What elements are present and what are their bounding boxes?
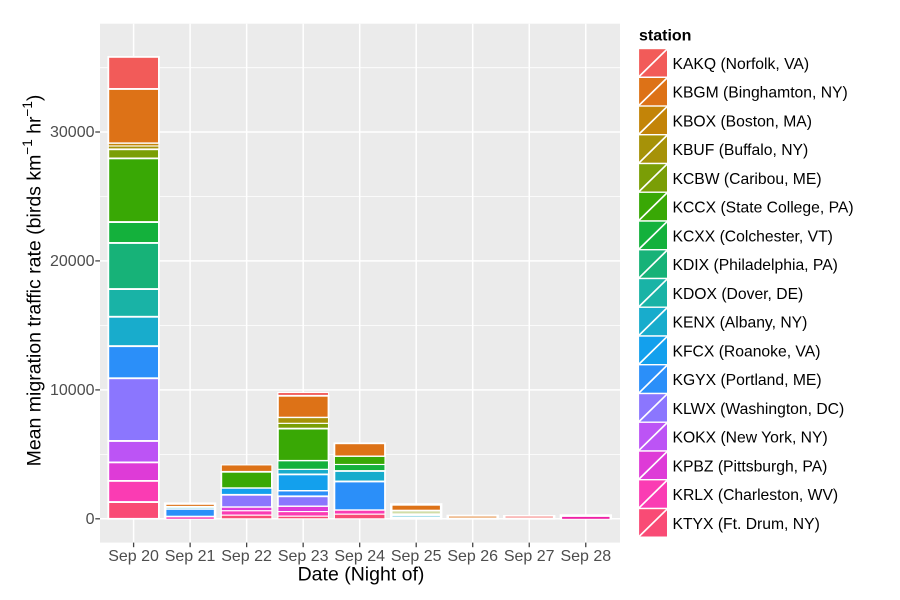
svg-text:20000: 20000 (50, 253, 95, 270)
svg-text:Sep 28: Sep 28 (560, 548, 611, 565)
svg-text:KDIX (Philadelphia, PA): KDIX (Philadelphia, PA) (673, 257, 838, 274)
svg-text:Sep 21: Sep 21 (165, 548, 216, 565)
svg-text:0: 0 (86, 511, 95, 528)
svg-text:KCXX (Colchester, VT): KCXX (Colchester, VT) (673, 228, 833, 245)
svg-text:30000: 30000 (50, 124, 95, 141)
svg-text:KAKQ (Norfolk, VA): KAKQ (Norfolk, VA) (673, 56, 810, 73)
svg-text:KDOX (Dover, DE): KDOX (Dover, DE) (673, 286, 804, 303)
svg-text:10000: 10000 (50, 382, 95, 399)
svg-text:Sep 20: Sep 20 (108, 548, 159, 565)
svg-text:Sep 26: Sep 26 (447, 548, 498, 565)
svg-text:Sep 27: Sep 27 (504, 548, 555, 565)
svg-text:station: station (639, 28, 691, 45)
svg-text:KENX (Albany, NY): KENX (Albany, NY) (673, 315, 808, 332)
svg-text:KBOX (Boston, MA): KBOX (Boston, MA) (673, 114, 813, 131)
svg-text:KBUF (Buffalo, NY): KBUF (Buffalo, NY) (673, 142, 809, 159)
svg-text:Sep 23: Sep 23 (278, 548, 329, 565)
svg-text:KCCX (State College, PA): KCCX (State College, PA) (673, 200, 854, 217)
svg-text:Mean migration traffic rate (b: Mean migration traffic rate (birds km−1 … (20, 95, 46, 467)
svg-text:Sep 22: Sep 22 (221, 548, 272, 565)
svg-text:KCBW (Caribou, ME): KCBW (Caribou, ME) (673, 171, 822, 188)
svg-text:KBGM (Binghamton, NY): KBGM (Binghamton, NY) (673, 85, 848, 102)
svg-text:KFCX (Roanoke, VA): KFCX (Roanoke, VA) (673, 343, 821, 360)
svg-text:Date (Night of): Date (Night of) (298, 564, 425, 586)
svg-text:KOKX (New York, NY): KOKX (New York, NY) (673, 430, 828, 447)
svg-text:KTYX (Ft. Drum, NY): KTYX (Ft. Drum, NY) (673, 516, 820, 533)
svg-text:KPBZ (Pittsburgh, PA): KPBZ (Pittsburgh, PA) (673, 458, 828, 475)
svg-text:KRLX (Charleston, WV): KRLX (Charleston, WV) (673, 487, 839, 504)
svg-text:Sep 25: Sep 25 (391, 548, 442, 565)
svg-text:KGYX (Portland, ME): KGYX (Portland, ME) (673, 372, 822, 389)
svg-text:KLWX (Washington, DC): KLWX (Washington, DC) (673, 401, 845, 418)
svg-text:Sep 24: Sep 24 (334, 548, 385, 565)
